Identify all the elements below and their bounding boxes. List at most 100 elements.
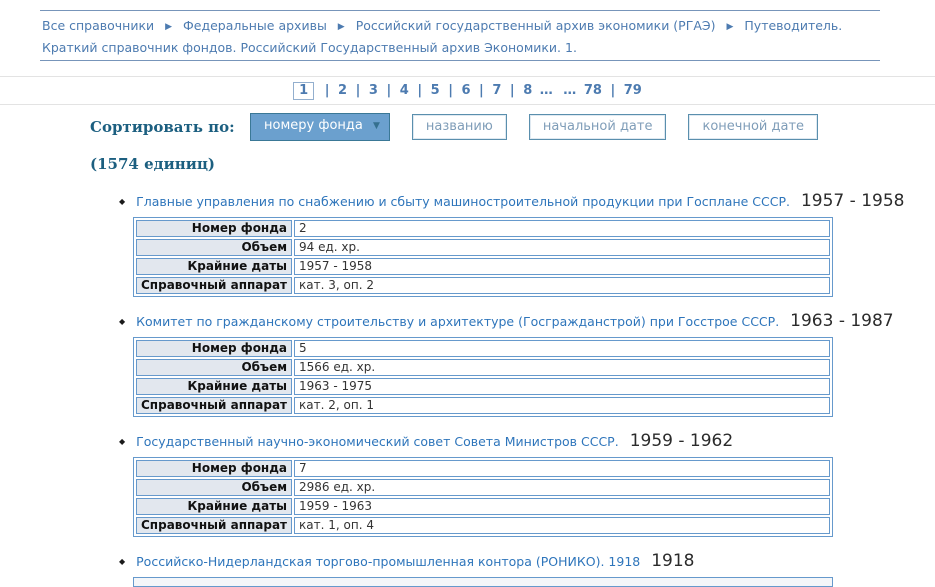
table-row: Номер фонда 5: [136, 340, 830, 357]
fond-title-row: ◆ Главные управления по снабжению и сбыт…: [119, 193, 935, 212]
pagination-separator: |: [355, 83, 361, 98]
fond-title-link[interactable]: Комитет по гражданскому строительству и …: [136, 314, 780, 329]
fond-dates-label: Крайние даты: [136, 258, 293, 275]
pagination-separator: |: [509, 83, 515, 98]
table-row: Объем 1566 ед. хр.: [136, 359, 830, 376]
fond-number-value: 7: [294, 460, 830, 477]
fond-reference-label: Справочный аппарат: [136, 397, 293, 414]
bullet-diamond-icon: ◆: [119, 317, 126, 326]
fond-reference-value: кат. 1, оп. 4: [294, 517, 830, 534]
fond-date-range: 1959 - 1962: [629, 431, 734, 451]
table-row: Номер фонда 7: [136, 460, 830, 477]
fond-volume-value: 2986 ед. хр.: [294, 479, 830, 496]
fond-details-table: Номер фонда 5 Объем 1566 ед. хр. Крайние…: [133, 337, 833, 417]
bullet-diamond-icon: ◆: [119, 437, 126, 446]
pagination-page-link[interactable]: 5: [430, 83, 440, 98]
bullet-diamond-icon: ◆: [119, 197, 126, 206]
fond-date-range: 1963 - 1987: [790, 311, 894, 331]
pagination-page-link[interactable]: 7: [492, 83, 502, 98]
breadcrumb-link-rgae[interactable]: Российский государственный архив экономи…: [355, 18, 716, 33]
table-row: Номер фонда 2: [136, 220, 830, 237]
sort-controls: Сортировать по: номеру фонда ▼ названию …: [90, 113, 935, 141]
breadcrumb-link-all-guides[interactable]: Все справочники: [42, 18, 155, 33]
fond-dates-label: Крайние даты: [136, 498, 293, 515]
fond-title-row: ◆ Российско-Нидерландская торгово-промыш…: [119, 553, 935, 572]
divider: [0, 76, 935, 77]
fond-reference-value: кат. 2, оп. 1: [294, 397, 830, 414]
table-row: Справочный аппарат кат. 2, оп. 1: [136, 397, 830, 414]
pagination-ellipsis: …: [539, 83, 553, 98]
pagination: 1 | 2 | 3 | 4 | 5 | 6 | 7 | 8 … … 78 | 7…: [0, 77, 935, 104]
pagination-separator: |: [324, 83, 330, 98]
fond-number-label: Номер фонда: [136, 340, 293, 357]
pagination-page-link[interactable]: 4: [399, 83, 409, 98]
table-row: Объем 2986 ед. хр.: [136, 479, 830, 496]
pagination-page-link[interactable]: 2: [338, 83, 348, 98]
fond-volume-label: Объем: [136, 479, 293, 496]
fond-title-link[interactable]: Главные управления по снабжению и сбыту …: [136, 194, 790, 209]
fond-volume-label: Объем: [136, 359, 293, 376]
fond-volume-value: 1566 ед. хр.: [294, 359, 830, 376]
pagination-separator: |: [417, 83, 423, 98]
sort-button-end-date[interactable]: конечной дате: [688, 114, 819, 140]
sort-button-label: номеру фонда: [264, 118, 363, 133]
list-item: ◆ Государственный научно-экономический с…: [119, 433, 935, 537]
table-row: Крайние даты 1963 - 1975: [136, 378, 830, 395]
table-row: Крайние даты 1959 - 1963: [136, 498, 830, 515]
table-row: Справочный аппарат кат. 3, оп. 2: [136, 277, 830, 294]
pagination-page-link[interactable]: 6: [461, 83, 471, 98]
breadcrumb: Все справочники ▶ Федеральные архивы ▶ Р…: [40, 10, 880, 61]
table-row: Объем 94 ед. хр.: [136, 239, 830, 256]
results-count: (1574 единиц): [90, 155, 216, 173]
fond-title-row: ◆ Государственный научно-экономический с…: [119, 433, 935, 452]
list-item: ◆ Российско-Нидерландская торгово-промыш…: [119, 553, 935, 587]
breadcrumb-arrow-icon: ▶: [726, 22, 734, 32]
fond-title-row: ◆ Комитет по гражданскому строительству …: [119, 313, 935, 332]
fond-dates-label: Крайние даты: [136, 378, 293, 395]
fond-number-value: 5: [294, 340, 830, 357]
breadcrumb-arrow-icon: ▶: [165, 22, 173, 32]
fond-dates-value: 1959 - 1963: [294, 498, 830, 515]
fond-number-value: 2: [294, 220, 830, 237]
fond-number-label: Номер фонда: [136, 460, 293, 477]
chevron-down-icon: ▼: [373, 121, 380, 131]
pagination-page-link[interactable]: 8: [523, 83, 533, 98]
fond-date-range: 1957 - 1958: [800, 191, 905, 211]
breadcrumb-link-federal-archives[interactable]: Федеральные архивы: [183, 18, 327, 33]
sort-button-fond-number[interactable]: номеру фонда ▼: [250, 113, 390, 141]
fond-reference-label: Справочный аппарат: [136, 277, 293, 294]
fond-details-table: Номер фонда 2 Объем 94 ед. хр. Крайние д…: [133, 217, 833, 297]
pagination-current-page: 1: [293, 82, 315, 100]
pagination-page-link[interactable]: 79: [623, 83, 642, 98]
fond-dates-value: 1957 - 1958: [294, 258, 830, 275]
fond-volume-value: 94 ед. хр.: [294, 239, 830, 256]
sort-button-title[interactable]: названию: [411, 114, 507, 140]
fond-reference-value: кат. 3, оп. 2: [294, 277, 830, 294]
pagination-page-link[interactable]: 78: [583, 83, 602, 98]
fond-volume-label: Объем: [136, 239, 293, 256]
list-item: ◆ Главные управления по снабжению и сбыт…: [119, 193, 935, 297]
pagination-separator: |: [479, 83, 484, 98]
bullet-diamond-icon: ◆: [119, 557, 126, 566]
pagination-separator: |: [386, 83, 392, 98]
fond-details-table: Номер фонда 7 Объем 2986 ед. хр. Крайние…: [133, 457, 833, 537]
table-row: Справочный аппарат кат. 1, оп. 4: [136, 517, 830, 534]
fond-dates-value: 1963 - 1975: [294, 378, 830, 395]
fond-list: ◆ Главные управления по снабжению и сбыт…: [119, 193, 935, 587]
pagination-separator: |: [610, 83, 616, 98]
fond-date-range: 1918: [651, 551, 695, 571]
breadcrumb-link-guide[interactable]: Путеводитель. Краткий справочник фондов.…: [42, 18, 843, 55]
fond-reference-label: Справочный аппарат: [136, 517, 293, 534]
table-row: Крайние даты 1957 - 1958: [136, 258, 830, 275]
pagination-page-link[interactable]: 3: [368, 83, 378, 98]
sort-button-start-date[interactable]: начальной дате: [528, 114, 667, 140]
divider: [0, 104, 935, 105]
fond-title-link[interactable]: Государственный научно-экономический сов…: [136, 434, 619, 449]
fond-title-link[interactable]: Российско-Нидерландская торгово-промышле…: [136, 554, 641, 569]
pagination-ellipsis: …: [563, 83, 577, 98]
fond-number-label: Номер фонда: [136, 220, 293, 237]
fond-details-table: [133, 577, 833, 587]
pagination-separator: |: [448, 83, 453, 98]
breadcrumb-arrow-icon: ▶: [337, 22, 345, 32]
sort-by-label: Сортировать по:: [90, 118, 235, 136]
